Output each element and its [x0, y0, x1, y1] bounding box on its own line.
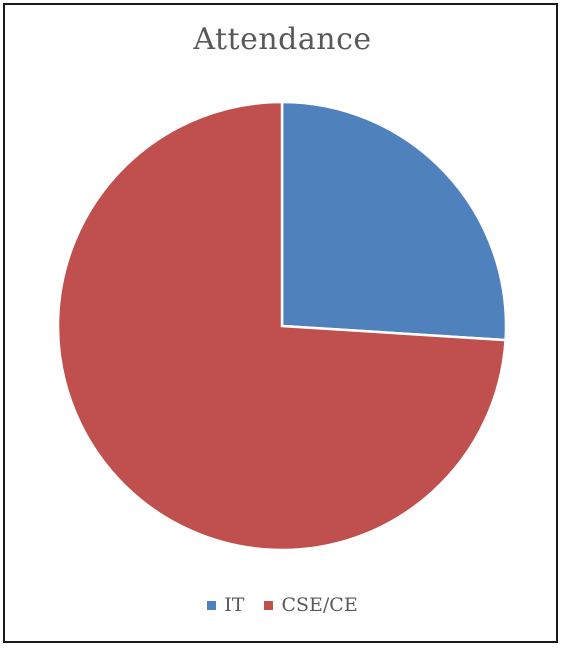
- pie-slice-it: [280, 100, 508, 342]
- chart-title: Attendance: [193, 22, 372, 57]
- legend-swatch-it: [207, 600, 217, 610]
- legend-item-it: IT: [207, 594, 244, 616]
- chart-legend: IT CSE/CE: [0, 594, 565, 616]
- legend-label-it: IT: [224, 594, 245, 616]
- pie-slice-cse-ce: [56, 100, 507, 552]
- legend-swatch-cse-ce: [264, 600, 274, 610]
- legend-label-cse-ce: CSE/CE: [281, 594, 358, 616]
- pie-slices: [56, 100, 508, 552]
- legend-item-cse-ce: CSE/CE: [264, 594, 358, 616]
